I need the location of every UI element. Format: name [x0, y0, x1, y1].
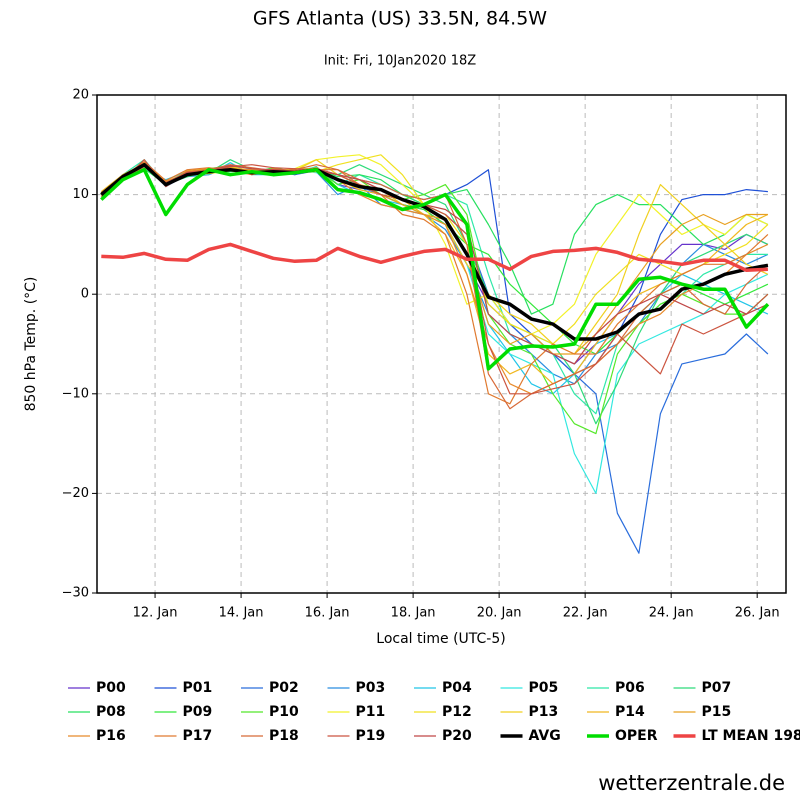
- y-tick-label: −10: [62, 386, 89, 401]
- series-line: [100, 166, 769, 365]
- legend-label: P07: [702, 680, 732, 696]
- legend-label: P18: [269, 728, 299, 744]
- x-tick-label: 14. Jan: [219, 606, 264, 621]
- legend-label: P16: [96, 728, 126, 744]
- series-line: [100, 167, 770, 371]
- legend-label: P05: [529, 680, 559, 696]
- legend-label: P17: [183, 728, 213, 744]
- legend: P00 P01 P02 P03 P04 P05 P06 P07 P08 P09 P10 P11 P12 P…: [68, 680, 800, 744]
- credit: wetterzentrale.de: [598, 771, 785, 795]
- legend-label: P08: [96, 704, 126, 720]
- legend-label: OPER: [615, 728, 658, 744]
- plot-area: −30 −20 −10 0 10 20 12. Jan 14. Jan 16. Jan 18. J…: [62, 88, 787, 621]
- y-tick-label: 10: [72, 187, 89, 202]
- x-tick-label: 12. Jan: [133, 606, 178, 621]
- series-line: [100, 168, 769, 315]
- legend-label: P11: [356, 704, 386, 720]
- legend-label: P14: [615, 704, 645, 720]
- x-tick-label: 22. Jan: [563, 606, 608, 621]
- legend-label: P15: [702, 704, 732, 720]
- legend-label: P03: [356, 680, 386, 696]
- legend-label: P02: [269, 680, 299, 696]
- x-tick-label: 24. Jan: [649, 606, 694, 621]
- legend-label: AVG: [529, 728, 561, 744]
- x-tick-label: 26. Jan: [735, 606, 780, 621]
- series-line: [101, 242, 768, 273]
- x-tick-label: 16. Jan: [305, 606, 350, 621]
- x-axis-label: Local time (UTC-5): [376, 631, 505, 647]
- legend-label: P09: [183, 704, 213, 720]
- legend-label: P00: [96, 680, 126, 696]
- series-line: [100, 164, 769, 435]
- y-tick-label: −20: [62, 486, 89, 501]
- legend-label: P06: [615, 680, 645, 696]
- legend-label: P10: [269, 704, 299, 720]
- x-tick-label: 20. Jan: [477, 606, 522, 621]
- legend-label: P19: [356, 728, 386, 744]
- y-tick-label: 0: [81, 287, 89, 302]
- legend-label: LT MEAN 1981–2010: [702, 728, 800, 744]
- series-line: [100, 165, 768, 355]
- legend-label: P04: [442, 680, 472, 696]
- legend-label: P01: [183, 680, 213, 696]
- chart-title: GFS Atlanta (US) 33.5N, 84.5W: [253, 8, 547, 30]
- chart-subtitle: Init: Fri, 10Jan2020 18Z: [324, 54, 476, 69]
- legend-label: P20: [442, 728, 472, 744]
- plot-frame: [96, 94, 787, 594]
- series-line: [100, 161, 769, 405]
- y-tick-label: 20: [72, 88, 89, 103]
- legend-label: P12: [442, 704, 472, 720]
- x-tick-label: 18. Jan: [391, 606, 436, 621]
- y-axis-label: 850 hPa Temp. (°C): [23, 277, 39, 412]
- y-tick-label: −30: [62, 586, 89, 601]
- legend-label: P13: [529, 704, 559, 720]
- series-line: [100, 164, 768, 375]
